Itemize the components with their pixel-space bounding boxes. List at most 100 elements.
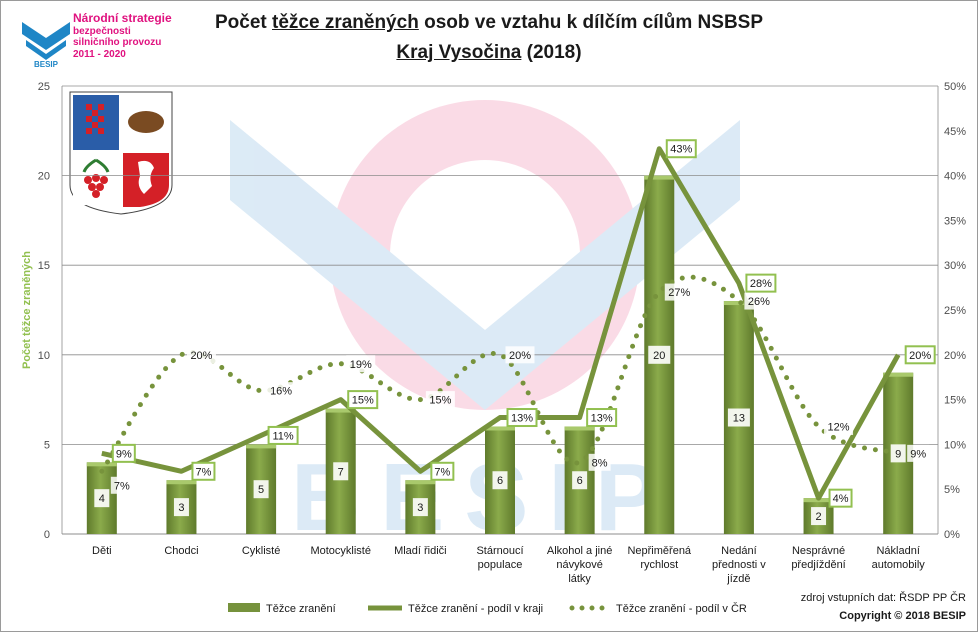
cz-share-label-bg — [664, 283, 694, 301]
bar-top — [325, 408, 356, 413]
bar-value-label: 7 — [338, 466, 344, 478]
bar-value-label: 5 — [258, 484, 264, 496]
cz-share-label: 8% — [592, 457, 608, 469]
y2-tick-label: 25% — [944, 305, 966, 317]
bar-value-label: 4 — [99, 493, 105, 505]
bar-value-label: 3 — [178, 502, 184, 514]
category-label: návykové — [556, 559, 602, 571]
region-share-label: 11% — [272, 430, 293, 442]
line-series — [101, 146, 901, 501]
y-tick-label: 20 — [38, 171, 50, 183]
bar-top — [564, 426, 595, 431]
bar-value-label: 6 — [577, 475, 583, 487]
bar-top — [405, 480, 436, 485]
cz-share-label-bg — [744, 292, 774, 310]
legend-label: Těžce zranění - podíl v kraji — [408, 603, 543, 615]
y2-tick-label: 40% — [944, 171, 966, 183]
y2-tick-label: 15% — [944, 395, 966, 407]
region-share-label: 4% — [833, 493, 849, 505]
region-share-label-box — [828, 488, 853, 508]
legend: Těžce zranění Těžce zranění - podíl v kra… — [228, 602, 747, 615]
bar-value-bg — [94, 489, 110, 508]
bar-value-label: 3 — [417, 502, 423, 514]
category-label: látky — [568, 573, 591, 585]
legend-label: Těžce zranění — [266, 603, 336, 615]
region-share-label: 20% — [909, 350, 931, 362]
region-share-label-box — [347, 390, 379, 410]
category-label: Nesprávné — [792, 545, 845, 557]
category-label: automobily — [872, 559, 926, 571]
coat-of-arms — [69, 91, 173, 215]
bar-value-bg — [333, 462, 349, 481]
category-label: Děti — [92, 545, 112, 557]
org-years: 2011 - 2020 — [73, 48, 126, 60]
cz-share-label-bg — [346, 355, 376, 373]
cz-share-label-bg — [505, 346, 535, 364]
region-share-label: 13% — [511, 413, 533, 425]
y2-tick-label: 30% — [944, 260, 966, 272]
y2-tick-label: 50% — [944, 81, 966, 93]
cz-share-label: 20% — [509, 350, 531, 362]
cz-share-label: 26% — [748, 296, 770, 308]
y-tick-label: 15 — [38, 260, 50, 272]
bar-value-bg — [811, 507, 827, 526]
category-label: jízdě — [726, 573, 750, 585]
region-share-label: 7% — [434, 466, 450, 478]
category-label: Alkohol a jiné — [547, 545, 612, 557]
cz-share-label-bg — [588, 453, 611, 471]
bar-value-bg — [572, 471, 588, 490]
y2-tick-label: 45% — [944, 126, 966, 138]
region-share-label-box — [904, 345, 936, 365]
bar-value-bg — [727, 408, 750, 427]
legend-label: Těžce zranění - podíl v ČR — [616, 602, 747, 615]
title-part: Počet — [214, 12, 273, 33]
data-source: zdroj vstupních dat: ŘSDP PP ČR — [800, 592, 966, 604]
chart-title-line1: Počet těžce zraněných osob ve vztahu k d… — [0, 12, 978, 34]
bar-top — [166, 480, 197, 485]
bar-value-label: 6 — [497, 475, 503, 487]
org-line1: Národní strategie — [73, 11, 172, 25]
bar-top — [485, 426, 515, 431]
cz-share-label-bg — [110, 476, 133, 494]
cz-share-label-bg — [266, 382, 296, 400]
y2-tick-label: 10% — [944, 439, 966, 451]
cz-share-label: 20% — [190, 350, 212, 362]
bar-value-bg — [890, 444, 906, 463]
category-label: Chodci — [164, 545, 198, 557]
y-tick-label: 10 — [38, 350, 50, 362]
title-year: (2018) — [521, 42, 582, 63]
bar-value-bg — [412, 498, 428, 517]
y2-tick-label: 20% — [944, 350, 966, 362]
region-share-label-box — [665, 139, 697, 159]
region-share-label: 28% — [750, 278, 772, 290]
region-share-label: 13% — [591, 413, 613, 425]
org-line2: bezpečnosti — [73, 25, 131, 37]
category-label: předjíždění — [791, 559, 845, 571]
title-part-underlined: těžce zraněných — [272, 12, 419, 33]
y2-tick-label: 5% — [944, 484, 960, 496]
cz-share-label: 19% — [350, 359, 372, 371]
title-part: osob ve vztahu k dílčím cílům NSBSP — [418, 12, 764, 33]
axes: 05101520250%5%10%15%20%25%30%35%40%45%50… — [21, 81, 966, 585]
category-label: Motocyklisté — [310, 545, 371, 557]
y-axis-title: Počet těžce zraněných — [21, 251, 33, 369]
logo-word: BESIP — [34, 60, 59, 69]
region-share-label-box — [506, 408, 538, 428]
copyright: Copyright © 2018 BESIP — [839, 610, 966, 622]
region-share-label-box — [111, 443, 136, 463]
chart-title-line2: Kraj Vysočina (2018) — [0, 42, 978, 64]
bar-value-bg — [253, 480, 269, 499]
category-label: Cyklisté — [242, 545, 281, 557]
bar-top — [883, 372, 914, 377]
region-share-label-box — [745, 273, 777, 293]
bar-value-bg — [492, 471, 508, 490]
category-label: Stárnoucí — [476, 545, 523, 557]
bar-value-label: 13 — [733, 413, 745, 425]
region-share-label: 9% — [116, 448, 132, 460]
category-label: populace — [478, 559, 523, 571]
y-tick-label: 5 — [44, 439, 50, 451]
bar-top — [86, 462, 117, 467]
cz-share-label-bg — [186, 346, 216, 364]
region-share-label: 7% — [196, 466, 212, 478]
